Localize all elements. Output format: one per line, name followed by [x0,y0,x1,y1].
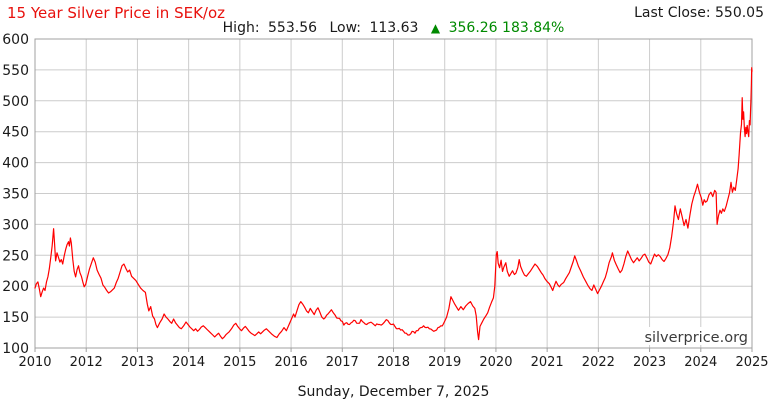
low-value: 113.63 [369,20,419,36]
plot-border [34,38,753,349]
x-axis-label: 2022 [582,355,615,370]
watermark: silverprice.org [644,330,748,346]
high-label: High: [222,20,260,36]
up-arrow-icon: ▲ [430,21,441,35]
x-axis-label: 2021 [531,355,564,370]
watermark-backing [642,327,748,345]
x-axis-label: 2013 [121,355,154,370]
price-line [34,67,753,341]
y-axis-label: 350 [2,187,29,203]
x-axis-label: 2012 [70,355,103,370]
y-axis-label: 400 [2,156,29,172]
high-value: 553.56 [268,20,318,36]
x-axis-label: 2018 [377,355,410,370]
x-axis-label: 2015 [223,355,256,370]
x-axis-label: 2019 [428,355,461,370]
change-values: 356.26 183.84% [448,20,565,36]
y-axis-label: 600 [2,32,29,48]
x-axis-label: 2020 [479,355,512,370]
x-axis-label: 2024 [684,355,717,370]
x-axis-label: 2014 [172,355,205,370]
y-axis-label: 500 [2,94,29,110]
y-axis-label: 450 [2,125,29,141]
footer-date: Sunday, December 7, 2025 [297,384,490,400]
x-axis-label: 2010 [18,355,51,370]
y-axis-label: 200 [2,279,29,295]
y-axis-label: 100 [2,341,29,357]
y-axis-label: 150 [2,310,29,326]
x-axis-label: 2025 [735,355,768,370]
low-label: Low: [329,20,361,36]
high-low-change-stats: High: 553.56 Low: 113.63 ▲ 356.26 183.84… [35,20,752,36]
page-title: 15 Year Silver Price in SEK/oz [7,4,226,22]
y-axis-label: 550 [2,63,29,79]
x-axis-label: 2017 [326,355,359,370]
last-close-value: Last Close: 550.05 [634,5,764,21]
y-axis-label: 250 [2,248,29,264]
y-axis-label: 300 [2,217,29,233]
x-axis-label: 2016 [275,355,308,370]
x-axis-label: 2023 [633,355,666,370]
